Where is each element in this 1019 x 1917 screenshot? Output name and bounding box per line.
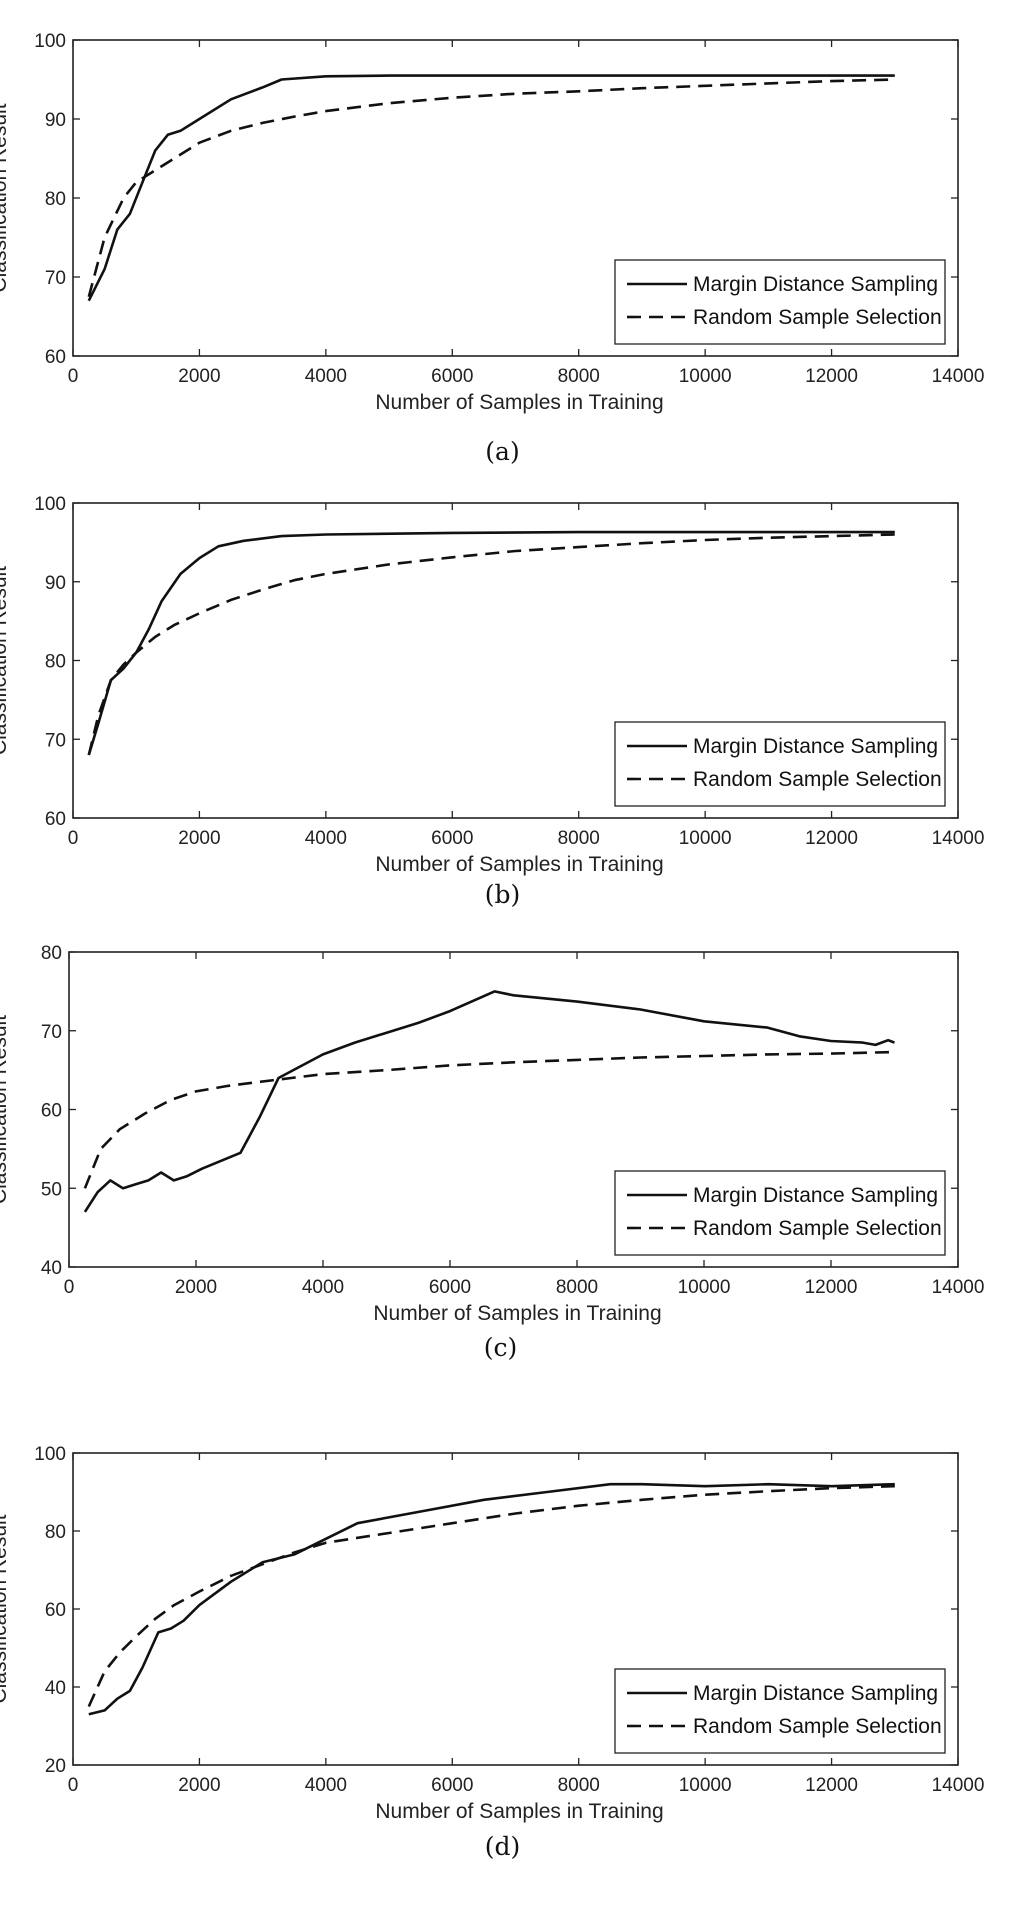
series-line-margin-distance-sampling xyxy=(83,990,895,1213)
y-tick-label: 50 xyxy=(41,1179,62,1200)
x-tick-label: 6000 xyxy=(431,828,473,849)
series-line-margin-distance-sampling xyxy=(87,74,895,302)
x-tick-label: 10000 xyxy=(679,366,732,387)
legend: Margin Distance Sampling Random Sample Se… xyxy=(614,259,946,345)
y-tick-label: 100 xyxy=(34,31,66,52)
x-tick-label: 12000 xyxy=(805,1775,858,1796)
y-tick-label: 60 xyxy=(41,1101,62,1122)
x-tick-label: 14000 xyxy=(932,366,985,387)
legend-box xyxy=(614,1170,946,1256)
y-tick-label: 20 xyxy=(45,1756,66,1777)
legend-entry: Margin Distance Sampling xyxy=(693,1184,938,1207)
series-line-random-sample-selection xyxy=(87,533,895,756)
x-axis-label: Number of Samples in Training xyxy=(375,853,663,876)
y-axis-label: Classification Result xyxy=(0,103,11,292)
x-tick-label: 8000 xyxy=(558,828,600,849)
x-tick-label: 8000 xyxy=(556,1277,598,1298)
x-tick-label: 8000 xyxy=(558,366,600,387)
chart-panel-3: 0 2000 4000 6000 8000 10000 12000 14000 40 50 60 70… xyxy=(0,943,984,1362)
legend-entry: Margin Distance Sampling xyxy=(693,1682,938,1705)
series-line-random-sample-selection xyxy=(83,1050,895,1189)
x-tick-label: 0 xyxy=(68,366,79,387)
x-tick-label: 6000 xyxy=(431,1775,473,1796)
x-axis-label: Number of Samples in Training xyxy=(375,391,663,414)
x-tick-label: 10000 xyxy=(678,1277,731,1298)
chart-panel-2: 0 2000 4000 6000 8000 10000 12000 14000 60 70 80 90… xyxy=(0,494,984,909)
y-tick-label: 60 xyxy=(45,809,66,830)
x-axis-label: Number of Samples in Training xyxy=(375,1800,663,1823)
y-axis-label: Classification Result xyxy=(0,566,11,755)
legend-entry: Random Sample Selection xyxy=(693,1217,942,1240)
y-tick-label: 100 xyxy=(34,494,66,515)
y-tick-label: 80 xyxy=(41,943,62,964)
x-tick-label: 14000 xyxy=(932,1775,985,1796)
y-axis-label: Classification Result xyxy=(0,1015,11,1204)
legend-entry: Random Sample Selection xyxy=(693,1715,942,1738)
x-tick-label: 2000 xyxy=(178,828,220,849)
x-tick-label: 6000 xyxy=(431,366,473,387)
y-axis-label: Classification Result xyxy=(0,1514,11,1703)
chart-panel-4: 0 2000 4000 6000 8000 10000 12000 14000 20 40 60 80… xyxy=(0,1444,984,1861)
y-tick-label: 40 xyxy=(41,1258,62,1279)
y-tick-label: 90 xyxy=(45,573,66,594)
x-tick-label: 0 xyxy=(68,1775,79,1796)
x-tick-label: 10000 xyxy=(679,1775,732,1796)
x-tick-label: 10000 xyxy=(679,828,732,849)
x-tick-label: 14000 xyxy=(932,828,985,849)
legend-entry: Random Sample Selection xyxy=(693,306,942,329)
y-tick-label: 80 xyxy=(45,1522,66,1543)
legend-box xyxy=(614,1668,946,1754)
x-tick-label: 4000 xyxy=(305,366,347,387)
x-tick-label: 2000 xyxy=(175,1277,217,1298)
y-tick-label: 80 xyxy=(45,189,66,210)
x-tick-label: 12000 xyxy=(805,1277,858,1298)
series-line-margin-distance-sampling xyxy=(88,1482,895,1716)
y-tick-label: 60 xyxy=(45,1600,66,1621)
x-tick-label: 4000 xyxy=(305,1775,347,1796)
y-tick-label: 70 xyxy=(45,268,66,289)
panel-caption: (b) xyxy=(485,880,521,909)
panel-caption: (c) xyxy=(484,1333,518,1362)
x-tick-label: 4000 xyxy=(305,828,347,849)
x-tick-label: 2000 xyxy=(178,1775,220,1796)
legend: Margin Distance Sampling Random Sample Se… xyxy=(614,1668,946,1754)
chart-panel-1: 0 2000 4000 6000 8000 10000 12000 14000 60 70 80 90… xyxy=(0,31,984,466)
y-tick-label: 80 xyxy=(45,652,66,673)
legend: Margin Distance Sampling Random Sample Se… xyxy=(614,1170,946,1256)
legend-entry: Random Sample Selection xyxy=(693,768,942,791)
x-tick-label: 6000 xyxy=(429,1277,471,1298)
x-axis-label: Number of Samples in Training xyxy=(373,1302,661,1325)
y-tick-label: 90 xyxy=(45,110,66,131)
x-tick-label: 0 xyxy=(68,828,79,849)
y-tick-label: 60 xyxy=(45,347,66,368)
series-line-margin-distance-sampling xyxy=(87,530,895,756)
x-tick-label: 4000 xyxy=(302,1277,344,1298)
panel-caption: (a) xyxy=(485,437,519,466)
legend-box xyxy=(614,721,946,807)
x-tick-label: 0 xyxy=(64,1277,75,1298)
series-line-random-sample-selection xyxy=(87,1484,895,1708)
x-tick-label: 8000 xyxy=(558,1775,600,1796)
series-line-random-sample-selection xyxy=(87,78,895,298)
y-tick-label: 70 xyxy=(41,1022,62,1043)
y-tick-label: 70 xyxy=(45,730,66,751)
x-tick-label: 12000 xyxy=(805,366,858,387)
legend-entry: Margin Distance Sampling xyxy=(693,273,938,296)
x-tick-label: 14000 xyxy=(932,1277,985,1298)
panel-caption: (d) xyxy=(485,1832,521,1861)
x-tick-label: 2000 xyxy=(178,366,220,387)
legend: Margin Distance Sampling Random Sample Se… xyxy=(614,721,946,807)
legend-box xyxy=(614,259,946,345)
legend-entry: Margin Distance Sampling xyxy=(693,735,938,758)
y-tick-label: 40 xyxy=(45,1678,66,1699)
x-tick-label: 12000 xyxy=(805,828,858,849)
y-tick-label: 100 xyxy=(34,1444,66,1465)
